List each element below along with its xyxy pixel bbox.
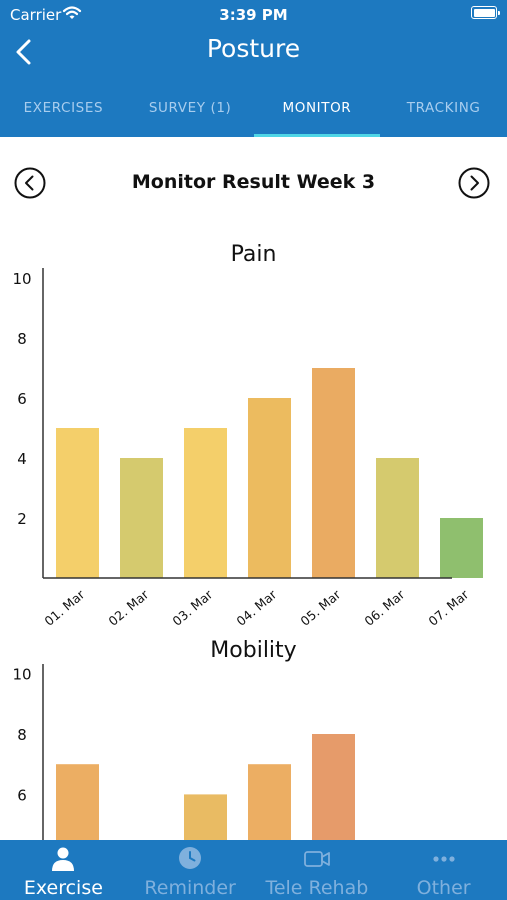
next-week-button[interactable] xyxy=(458,167,490,199)
chevron-right-circle-icon xyxy=(458,167,490,199)
bar-05-mar xyxy=(312,368,355,578)
x-tick-label: 06. Mar xyxy=(361,586,408,629)
bar-07-mar xyxy=(440,518,483,578)
mobility-chart-svg: Mobility 6 8 10 xyxy=(12,638,355,840)
tab-monitor[interactable]: MONITOR xyxy=(282,100,352,116)
tabbar-tele-rehab-label: Tele Rehab xyxy=(265,877,369,899)
chart-title: Pain xyxy=(231,242,277,267)
tabbar-reminder-label: Reminder xyxy=(144,877,236,899)
y-tick-label: 10 xyxy=(12,666,31,684)
back-button[interactable] xyxy=(12,36,38,68)
previous-week-button[interactable] xyxy=(14,167,46,199)
bar-01-mar xyxy=(56,764,99,840)
bar-03-mar xyxy=(184,794,227,840)
more-icon xyxy=(433,856,455,862)
week-title: Monitor Result Week 3 xyxy=(131,171,376,193)
chevron-left-icon xyxy=(16,39,31,65)
x-tick-label: 03. Mar xyxy=(169,586,216,629)
tabbar-other[interactable]: Other xyxy=(380,840,507,900)
tabbar-exercise[interactable]: Exercise xyxy=(0,840,127,900)
y-tick-label: 4 xyxy=(17,450,27,468)
tab-survey[interactable]: SURVEY (1) xyxy=(148,100,232,116)
page-title: Posture xyxy=(206,34,301,63)
bar-03-mar xyxy=(184,428,227,578)
y-tick-label: 8 xyxy=(17,330,27,348)
tab-bar: EXERCISES SURVEY (1) MONITOR TRACKING xyxy=(0,88,507,137)
person-icon xyxy=(52,847,75,871)
bottom-tab-bar: Exercise Reminder Tele Rehab Other xyxy=(0,840,507,900)
bar-06-mar xyxy=(376,458,419,578)
chart-title: Mobility xyxy=(210,638,296,663)
bar-05-mar xyxy=(312,734,355,840)
chevron-left-circle-icon xyxy=(14,167,46,199)
tabbar-tele-rehab[interactable]: Tele Rehab xyxy=(254,840,381,900)
video-icon xyxy=(303,851,330,867)
y-tick-label: 6 xyxy=(17,390,27,408)
week-selector: Monitor Result Week 3 xyxy=(0,164,507,202)
tab-indicator xyxy=(254,134,380,137)
tab-tracking[interactable]: TRACKING xyxy=(406,100,481,116)
bar-01-mar xyxy=(56,428,99,578)
clock-icon xyxy=(179,847,202,869)
x-tick-label: 04. Mar xyxy=(233,586,280,629)
y-tick-label: 6 xyxy=(17,786,27,804)
status-time: 3:39 PM xyxy=(219,6,288,24)
y-tick-label: 2 xyxy=(17,510,27,528)
x-tick-label: 07. Mar xyxy=(425,586,472,629)
bar-02-mar xyxy=(120,458,163,578)
header: Carrier 3:39 PM Posture EXERCISES SURVEY… xyxy=(0,0,507,137)
y-tick-label: 8 xyxy=(17,726,27,744)
tabbar-exercise-label: Exercise xyxy=(23,877,103,899)
x-tick-label: 01. Mar xyxy=(41,586,88,629)
carrier-label: Carrier xyxy=(10,6,62,24)
mobility-chart: Mobility 6 8 10 xyxy=(0,628,507,840)
tabbar-other-label: Other xyxy=(416,877,471,899)
x-tick-label: 05. Mar xyxy=(297,586,344,629)
status-bar: Carrier 3:39 PM xyxy=(0,0,507,28)
bar-04-mar xyxy=(248,398,291,578)
bar-04-mar xyxy=(248,764,291,840)
x-tick-label: 02. Mar xyxy=(105,586,152,629)
pain-chart-svg: Pain 2 4 6 8 10 01. Mar 02. Mar 03. Mar 04. Mar 05… xyxy=(12,242,483,629)
tab-exercises[interactable]: EXERCISES xyxy=(23,100,104,116)
battery-icon xyxy=(471,6,500,19)
pain-chart: Pain 2 4 6 8 10 01. Mar 02. Mar 03. Mar 04. Mar 05… xyxy=(0,230,507,640)
tabbar-reminder[interactable]: Reminder xyxy=(127,840,254,900)
wifi-icon xyxy=(62,5,82,25)
y-tick-label: 10 xyxy=(12,270,31,288)
